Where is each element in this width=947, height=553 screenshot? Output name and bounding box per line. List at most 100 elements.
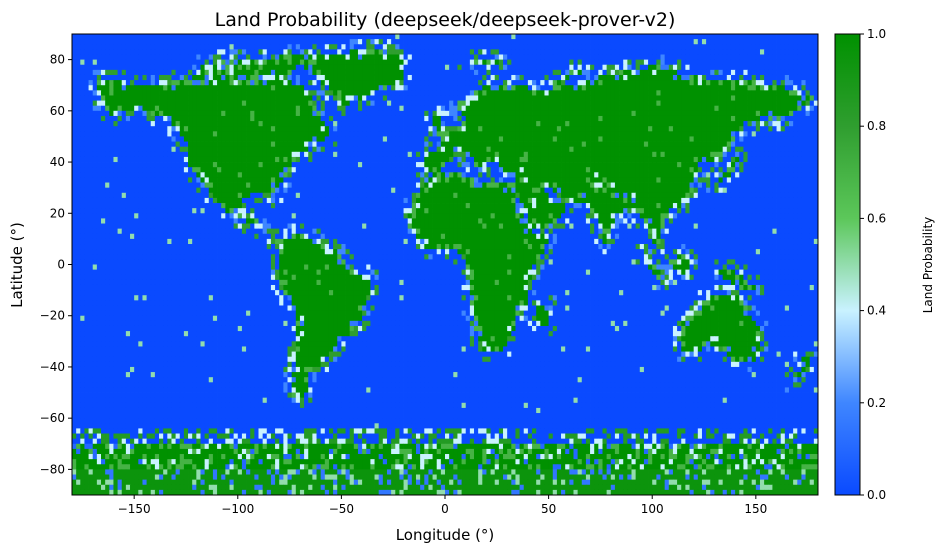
heatmap-cell [755, 167, 761, 173]
heatmap-cell [805, 146, 811, 153]
heatmap-cell [710, 54, 715, 61]
heatmap-cell [449, 74, 454, 81]
heatmap-cell [581, 156, 587, 163]
heatmap-cell [254, 85, 259, 91]
heatmap-cell [378, 105, 384, 112]
heatmap-cell [295, 95, 301, 101]
heatmap-cell [308, 151, 313, 158]
heatmap-cell [507, 126, 512, 132]
heatmap-cell [138, 162, 143, 168]
heatmap-cell [101, 121, 106, 127]
heatmap-cell [619, 49, 624, 55]
heatmap-cell [710, 121, 715, 127]
heatmap-cell [565, 131, 570, 137]
heatmap-cell [283, 74, 288, 81]
heatmap-cell [366, 44, 371, 50]
heatmap-cell [134, 136, 139, 142]
heatmap-cell [623, 39, 628, 45]
heatmap-cell [138, 39, 143, 45]
heatmap-cell [556, 44, 562, 50]
heatmap-cell [693, 115, 699, 122]
heatmap-cell [449, 141, 454, 148]
heatmap-cell [706, 162, 711, 168]
heatmap-cell [519, 172, 525, 178]
heatmap-cell [511, 34, 516, 40]
heatmap-cell [556, 34, 562, 40]
heatmap-cell [536, 131, 541, 137]
heatmap-cell [353, 136, 359, 142]
heatmap-cell [561, 141, 566, 148]
heatmap-cell [701, 115, 707, 122]
heatmap-cell [693, 39, 699, 45]
heatmap-cell [627, 39, 632, 45]
heatmap-cell [428, 49, 433, 55]
heatmap-cell [295, 172, 301, 178]
heatmap-cell [714, 39, 719, 45]
heatmap-cell [486, 146, 491, 153]
heatmap-cell [739, 39, 744, 45]
heatmap-cell [432, 105, 438, 112]
heatmap-cell [370, 151, 375, 158]
heatmap-cell [204, 74, 210, 81]
heatmap-cell [623, 85, 628, 91]
heatmap-cell [693, 131, 699, 137]
heatmap-cell [610, 172, 616, 178]
heatmap-cell [689, 95, 695, 101]
heatmap-cell [121, 59, 127, 66]
heatmap-cell [461, 167, 467, 173]
heatmap-cell [407, 172, 413, 178]
heatmap-cell [208, 162, 214, 168]
heatmap-cell [229, 95, 235, 101]
heatmap-cell [196, 172, 201, 178]
heatmap-cell [312, 49, 317, 55]
heatmap-cell [250, 54, 255, 61]
heatmap-cell [706, 115, 711, 122]
heatmap-cell [648, 121, 653, 127]
heatmap-cell [295, 44, 301, 50]
heatmap-cell [536, 151, 541, 158]
heatmap-cell [714, 80, 719, 86]
heatmap-cell [420, 126, 425, 132]
heatmap-cell [395, 59, 400, 66]
heatmap-cell [337, 136, 342, 142]
heatmap-cell [229, 69, 235, 76]
heatmap-cell [577, 167, 583, 173]
heatmap-cell [598, 59, 603, 66]
heatmap-cell [196, 126, 201, 132]
heatmap-cell [610, 141, 616, 148]
heatmap-cell [233, 162, 239, 168]
heatmap-cell [730, 167, 736, 173]
heatmap-cell [304, 59, 309, 66]
heatmap-cell [345, 80, 351, 86]
heatmap-cell [594, 90, 599, 96]
heatmap-cell [217, 85, 222, 91]
heatmap-cell [598, 64, 603, 71]
heatmap-cell [527, 100, 533, 107]
heatmap-cell [159, 115, 164, 122]
heatmap-cell [92, 151, 98, 158]
heatmap-cell [258, 69, 264, 76]
heatmap-cell [304, 126, 309, 132]
heatmap-cell [631, 95, 637, 101]
heatmap-cell [772, 162, 777, 168]
heatmap-cell [233, 110, 239, 117]
heatmap-cell [192, 105, 197, 112]
heatmap-cell [544, 100, 550, 107]
heatmap-cell [341, 156, 346, 163]
heatmap-cell [552, 69, 558, 76]
heatmap-cell [159, 49, 164, 55]
heatmap-cell [768, 74, 773, 81]
heatmap-cell [308, 156, 313, 163]
heatmap-cell [639, 105, 645, 112]
heatmap-cell [445, 100, 450, 107]
heatmap-cell [254, 172, 259, 178]
heatmap-cell [217, 126, 222, 132]
heatmap-cell [788, 49, 794, 55]
heatmap-cell [134, 151, 139, 158]
heatmap-cell [697, 156, 703, 163]
heatmap-cell [668, 39, 674, 45]
heatmap-cell [237, 115, 243, 122]
heatmap-cell [639, 167, 645, 173]
heatmap-cell [780, 95, 786, 101]
heatmap-cell [602, 126, 608, 132]
